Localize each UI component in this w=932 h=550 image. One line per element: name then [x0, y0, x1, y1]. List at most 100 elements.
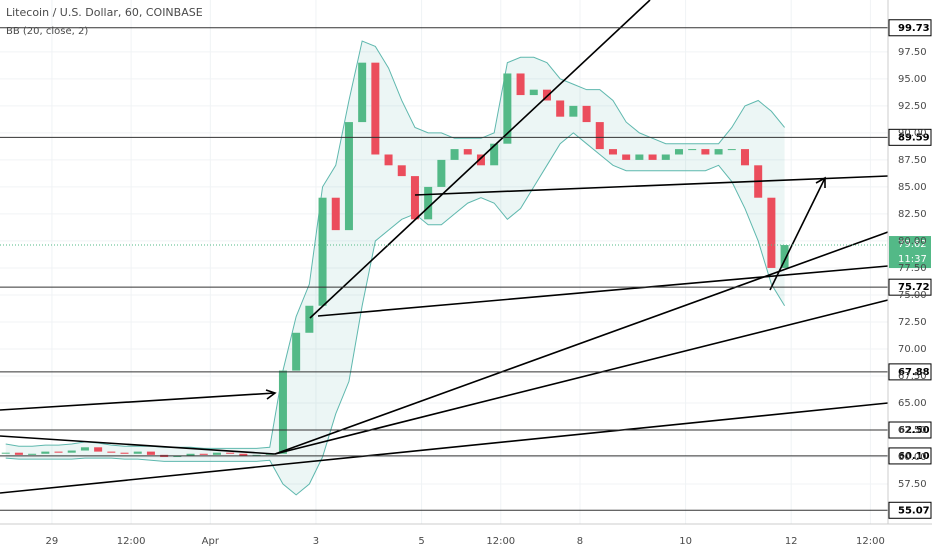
candle [582, 105, 591, 123]
candle [608, 149, 617, 155]
candle [490, 143, 499, 166]
x-tick-label: 12 [785, 536, 798, 547]
y-tick-label: 90.00 [898, 128, 927, 139]
candle [674, 149, 683, 155]
y-tick-label: 75.00 [898, 290, 927, 301]
trend-line [0, 402, 889, 494]
candle [463, 149, 472, 155]
level-tag [888, 278, 932, 296]
x-tick-label: Apr [202, 536, 220, 547]
level-label: 60.10 [898, 451, 930, 462]
candle [476, 154, 485, 166]
candle [503, 73, 512, 144]
y-tick-label: 60.00 [898, 452, 927, 463]
candle [424, 186, 433, 220]
x-tick-label: 12:00 [486, 536, 515, 547]
last-price-tag [889, 236, 931, 269]
candle [1, 452, 10, 454]
trend-line [414, 175, 889, 196]
x-tick-label: 3 [313, 536, 319, 547]
band-line [5, 132, 786, 496]
level-tag [888, 421, 932, 439]
y-tick-label: 57.50 [898, 479, 927, 490]
candle [371, 62, 380, 155]
candle [331, 197, 340, 231]
x-tick-label: 8 [577, 536, 583, 547]
candle [54, 451, 63, 453]
candle [622, 154, 631, 160]
candle [727, 149, 736, 151]
candle [569, 105, 578, 117]
countdown: 11:37 [898, 254, 927, 265]
candle [358, 62, 367, 123]
candle [410, 176, 419, 220]
level-label: 55.07 [898, 505, 930, 516]
candle [450, 149, 459, 160]
levels: 99.73 89.59 75.72 67.88 62.50 60.10 55.07 79.62… [0, 19, 932, 519]
trend-line [0, 435, 276, 455]
y-tick-label: 72.50 [898, 317, 927, 328]
last-price-label: 79.62 [898, 239, 927, 250]
candle [239, 453, 248, 456]
band-line [5, 40, 785, 449]
x-tick-label: 12:00 [856, 536, 885, 547]
candle [780, 245, 789, 268]
candle [173, 455, 182, 458]
candle [516, 73, 525, 96]
candle [14, 452, 23, 455]
indicator-label: BB (20, close, 2) [6, 26, 88, 37]
y-tick-label: 82.50 [898, 209, 927, 220]
trend-line [769, 177, 826, 291]
trend-line [317, 265, 889, 317]
trend-line [274, 299, 889, 455]
level-tag [888, 363, 932, 381]
candle [529, 89, 538, 96]
level-tag [888, 447, 932, 465]
candle [318, 197, 327, 306]
y-tick-label: 80.00 [898, 236, 927, 247]
level-label: 62.50 [898, 425, 930, 436]
axes: 57.50 60.00 62.50 65.00 67.50 70.00 72.50 75.00… [46, 47, 927, 547]
y-tick-label: 85.00 [898, 182, 927, 193]
candle [437, 159, 446, 187]
level-label: 99.73 [898, 23, 930, 34]
candle [542, 89, 551, 101]
x-tick-label: 10 [679, 536, 692, 547]
candle [397, 165, 406, 177]
candle [186, 453, 195, 456]
candle [305, 305, 314, 333]
candle [41, 451, 50, 454]
trend-line [309, 0, 651, 319]
candle [278, 370, 287, 454]
y-tick-label: 62.50 [898, 425, 927, 436]
chart-title: Litecoin / U.S. Dollar, 60, COINBASE [6, 6, 203, 19]
level-label: 67.88 [898, 367, 930, 378]
candle [80, 447, 89, 451]
x-tick-label: 5 [418, 536, 424, 547]
y-tick-label: 97.50 [898, 47, 927, 58]
trend-line [274, 231, 889, 455]
candle [767, 197, 776, 268]
candle [252, 454, 261, 456]
candle [635, 154, 644, 160]
candle [67, 450, 76, 453]
candle [28, 453, 37, 455]
y-tick-label: 95.00 [898, 74, 927, 85]
candle [595, 122, 604, 150]
arrow-head [815, 176, 826, 188]
level-label: 89.59 [898, 132, 930, 143]
x-tick-label: 12:00 [117, 536, 146, 547]
x-tick-label: 29 [46, 536, 59, 547]
trend-lines [0, 0, 889, 494]
y-tick-label: 70.00 [898, 344, 927, 355]
candle [714, 149, 723, 155]
candle [292, 332, 301, 371]
candle [661, 154, 670, 160]
candle [226, 452, 235, 454]
y-tick-label: 67.50 [898, 371, 927, 382]
candle [120, 452, 129, 454]
y-tick-label: 65.00 [898, 398, 927, 409]
candle [688, 149, 697, 151]
candle [107, 451, 116, 453]
